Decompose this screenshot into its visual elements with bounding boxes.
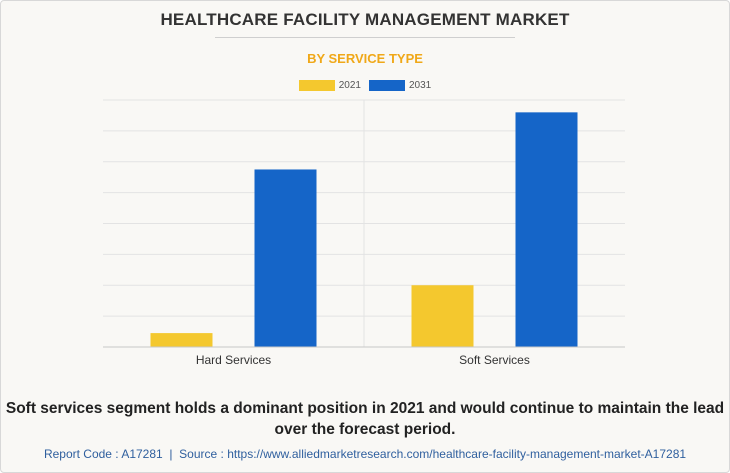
- legend-item-2021[interactable]: 2021: [298, 80, 361, 91]
- chart-caption: Soft services segment holds a dominant p…: [5, 400, 725, 438]
- x-tick-label: Hard Services: [196, 353, 271, 367]
- legend-label-2031: 2031: [409, 80, 432, 91]
- x-axis-labels: Hard Services Soft Services: [196, 353, 530, 367]
- bar-soft-services-2021: [411, 285, 474, 347]
- chart-bars: [150, 112, 578, 347]
- bar-hard-services-2021: [150, 333, 213, 347]
- source-footer: Report Code : A17281 | Source : https://…: [0, 447, 730, 461]
- bar-hard-services-2031: [254, 169, 317, 347]
- report-code: Report Code : A17281: [43, 447, 163, 461]
- chart-subtitle: BY SERVICE TYPE: [307, 51, 423, 66]
- legend-swatch-2031: [369, 80, 405, 91]
- bar-soft-services-2031: [515, 112, 578, 347]
- legend-item-2031[interactable]: 2031: [369, 80, 431, 91]
- footer-separator: |: [169, 447, 173, 461]
- x-tick-label: Soft Services: [459, 353, 530, 367]
- legend-label-2021: 2021: [338, 80, 361, 91]
- source-link[interactable]: Source : https://www.alliedmarketresearc…: [179, 447, 687, 461]
- chart-legend: 2021 2031: [0, 80, 730, 91]
- chart-title: HEALTHCARE FACILITY MANAGEMENT MARKET: [160, 10, 570, 29]
- title-divider: [215, 37, 515, 38]
- legend-swatch-2021: [298, 80, 335, 91]
